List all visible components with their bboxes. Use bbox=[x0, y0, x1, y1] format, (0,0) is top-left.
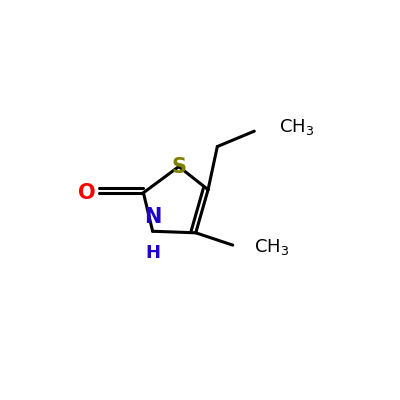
Text: CH$_3$: CH$_3$ bbox=[254, 237, 290, 257]
Text: N: N bbox=[144, 207, 161, 227]
Text: O: O bbox=[78, 183, 96, 203]
Text: S: S bbox=[171, 156, 186, 176]
Text: H: H bbox=[145, 244, 160, 262]
Text: CH$_3$: CH$_3$ bbox=[279, 116, 314, 136]
